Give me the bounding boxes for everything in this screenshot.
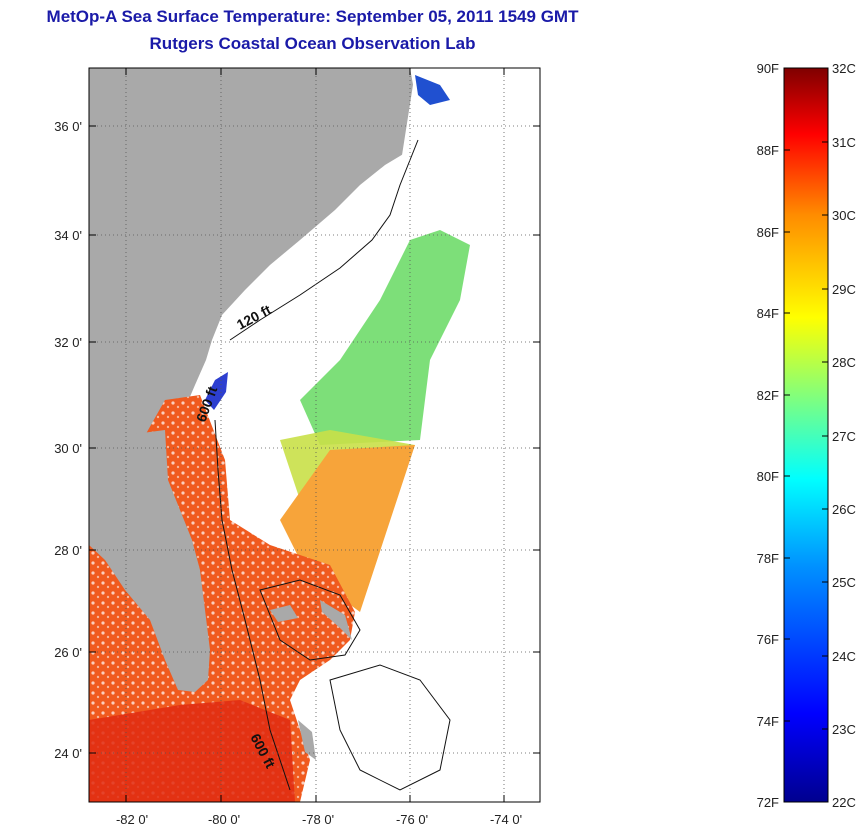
axis-ticks: [89, 68, 540, 802]
colorbar-f-label: 74F: [757, 714, 779, 729]
colorbar-f-label: 76F: [757, 632, 779, 647]
florida-land: [89, 430, 210, 692]
colorbar-c-label: 29C: [832, 282, 856, 297]
contour-bahamas: [259, 579, 451, 791]
lat-tick-label: 28 0': [54, 543, 82, 558]
bahamas-island: [298, 720, 316, 760]
map-title: MetOp-A Sea Surface Temperature: Septemb…: [46, 7, 579, 26]
lat-tick-label: 30 0': [54, 441, 82, 456]
lat-tick-label: 32 0': [54, 335, 82, 350]
colorbar-c-label: 23C: [832, 722, 856, 737]
contour-120ft: [229, 139, 419, 341]
lat-tick-label: 24 0': [54, 746, 82, 761]
colorbar-c-label: 22C: [832, 795, 856, 810]
colorbar-c-label: 26C: [832, 502, 856, 517]
sst-hot-core: [89, 700, 295, 802]
colorbar-c-label: 27C: [832, 429, 856, 444]
bahamas-island: [270, 605, 298, 622]
lat-tick-label: 36 0': [54, 119, 82, 134]
colorbar-ticks: [784, 141, 828, 730]
colorbar-c-label: 24C: [832, 649, 856, 664]
colorbar-f-label: 82F: [757, 388, 779, 403]
colorbar: [783, 67, 829, 803]
sst-green-patch: [300, 230, 470, 445]
lat-tick-label: 34 0': [54, 228, 82, 243]
lat-tick-label: 26 0': [54, 645, 82, 660]
sst-north-blue: [415, 75, 450, 105]
colorbar-c-label: 28C: [832, 355, 856, 370]
colorbar-c-label: 30C: [832, 208, 856, 223]
colorbar-f-label: 78F: [757, 551, 779, 566]
colorbar-f-label: 84F: [757, 306, 779, 321]
colorbar-f-label: 80F: [757, 469, 779, 484]
colorbar-f-label: 86F: [757, 225, 779, 240]
colorbar-f-label: 88F: [757, 143, 779, 158]
contour-600ft: [214, 419, 291, 791]
lon-tick-label: -78 0': [302, 812, 334, 827]
colorbar-c-label: 31C: [832, 135, 856, 150]
colorbar-f-label: 90F: [757, 61, 779, 76]
map-frame: [88, 67, 541, 803]
lon-tick-label: -82 0': [116, 812, 148, 827]
sst-cool-streak: [205, 372, 228, 410]
bahamas-island: [320, 600, 352, 640]
map-subtitle: Rutgers Coastal Ocean Observation Lab: [149, 34, 476, 53]
lon-tick-label: -76 0': [396, 812, 428, 827]
map-area: 120 ft 600 ft 600 ft: [89, 68, 540, 802]
lon-tick-label: -74 0': [490, 812, 522, 827]
sst-swath-north: [260, 72, 540, 445]
lon-tick-label: -80 0': [208, 812, 240, 827]
colorbar-c-label: 25C: [832, 575, 856, 590]
colorbar-f-label: 72F: [757, 795, 779, 810]
colorbar-c-label: 32C: [832, 61, 856, 76]
